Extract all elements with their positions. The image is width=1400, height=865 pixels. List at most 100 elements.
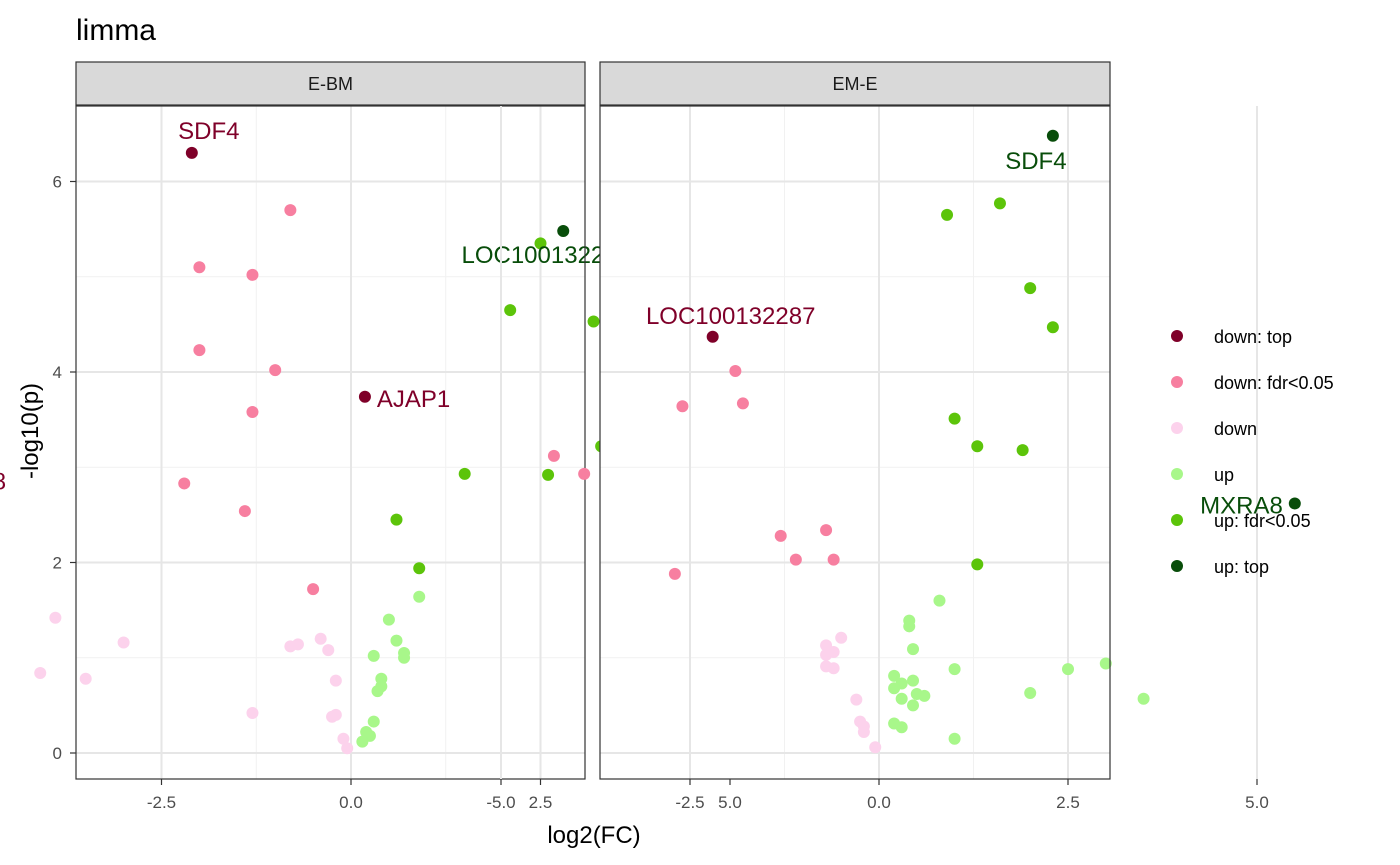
panel-border: [599, 105, 1111, 780]
x-tick-label: -2.5: [675, 793, 704, 812]
data-point: [413, 590, 426, 603]
data-point: [907, 674, 920, 687]
data-point: [971, 440, 984, 453]
data-point: [413, 562, 426, 575]
data-point: [789, 553, 802, 566]
data-point: [1288, 497, 1301, 510]
chart-title: limma: [76, 14, 156, 47]
data-point: [948, 732, 961, 745]
data-point: [341, 742, 354, 755]
data-point: [948, 663, 961, 676]
data-point: [820, 524, 833, 537]
data-point: [869, 741, 882, 754]
x-tick-label: -2.5: [147, 793, 176, 812]
data-point: [193, 344, 206, 357]
x-axis: -5.0 -2.5 0.0 2.5 5.0: [486, 779, 1269, 812]
y-axis-title: -log10(p): [17, 383, 44, 479]
data-point: [390, 634, 403, 647]
legend: down: top down: fdr<0.05 down up up: fdr<0.0…: [1171, 327, 1334, 577]
data-point: [284, 640, 297, 653]
data-point: [382, 613, 395, 626]
gridlines: [500, 106, 1258, 779]
data-point: [820, 648, 833, 661]
x-axis: -5.0 -2.5 0.0 2.5 5.0: [147, 779, 742, 812]
data-point: [736, 397, 749, 410]
data-point: [398, 651, 411, 664]
data-point: [1046, 129, 1059, 142]
data-point: [178, 477, 191, 490]
data-point: [504, 304, 517, 317]
data-point: [774, 529, 787, 542]
data-point: [238, 505, 251, 518]
point-label: SDF4: [178, 118, 239, 145]
data-point: [895, 692, 908, 705]
data-point: [269, 364, 282, 377]
legend-label: down: [1214, 419, 1257, 439]
data-point: [888, 669, 901, 682]
data-point: [933, 594, 946, 607]
legend-key: [1171, 422, 1183, 434]
data-point: [1024, 686, 1037, 699]
data-point: [835, 631, 848, 644]
point-label: MXRA8: [0, 469, 6, 496]
data-point: [668, 567, 681, 580]
data-point: [49, 611, 62, 624]
data-point: [284, 204, 297, 217]
panel-background: [600, 106, 1110, 779]
x-tick-label: 0.0: [867, 793, 891, 812]
data-point: [1062, 663, 1074, 676]
data-point: [941, 208, 954, 221]
x-tick-label: -5.0: [486, 793, 515, 812]
data-point: [827, 662, 840, 675]
data-point: [246, 406, 259, 419]
y-tick-label: 0: [53, 744, 62, 763]
data-point: [918, 689, 931, 702]
data-point: [903, 620, 916, 633]
data-point: [356, 735, 369, 748]
data-point: [246, 268, 259, 281]
facet-strip: [599, 61, 1111, 106]
data-point: [367, 715, 380, 728]
data-point: [1046, 321, 1059, 334]
data-point: [326, 710, 339, 723]
facet-panels: E-BM SDF4 MXRA8 LOC100132287 AJAP1 -5.0 -2.5 0.…: [0, 61, 1301, 812]
data-point: [79, 672, 92, 685]
data-point: [547, 449, 560, 462]
point-label: SDF4: [1005, 148, 1066, 175]
y-tick-label: 6: [53, 173, 62, 192]
legend-label: up: top: [1214, 557, 1269, 577]
data-point: [34, 666, 47, 679]
legend-label: up: [1214, 465, 1234, 485]
data-point: [390, 513, 403, 526]
x-tick-label: 0.0: [339, 793, 363, 812]
data-point: [948, 412, 961, 425]
data-point: [857, 726, 870, 739]
data-point: [185, 146, 198, 159]
data-point: [971, 558, 984, 571]
x-axis-title: log2(FC): [547, 822, 640, 849]
legend-key: [1171, 330, 1183, 342]
data-point: [458, 467, 471, 480]
data-point: [307, 583, 320, 596]
data-point: [587, 315, 600, 328]
data-point: [314, 632, 327, 645]
data-point: [1016, 444, 1029, 457]
facet-strip-label: E-BM: [308, 74, 353, 94]
data-point: [578, 467, 591, 480]
legend-key: [1171, 376, 1183, 388]
data-point: [246, 706, 259, 719]
legend-label: down: fdr<0.05: [1214, 373, 1334, 393]
data-point: [329, 674, 342, 687]
point-label: AJAP1: [377, 386, 450, 413]
data-point: [367, 649, 380, 662]
legend-key: [1171, 468, 1183, 480]
legend-key: [1171, 514, 1183, 526]
legend-label: up: fdr<0.05: [1214, 511, 1311, 531]
legend-key: [1171, 560, 1183, 572]
data-point: [907, 699, 920, 712]
data-point: [337, 732, 350, 745]
data-point: [895, 721, 908, 734]
x-tick-label: 5.0: [1245, 793, 1269, 812]
facet-strip: [75, 61, 586, 106]
data-point: [557, 225, 570, 238]
